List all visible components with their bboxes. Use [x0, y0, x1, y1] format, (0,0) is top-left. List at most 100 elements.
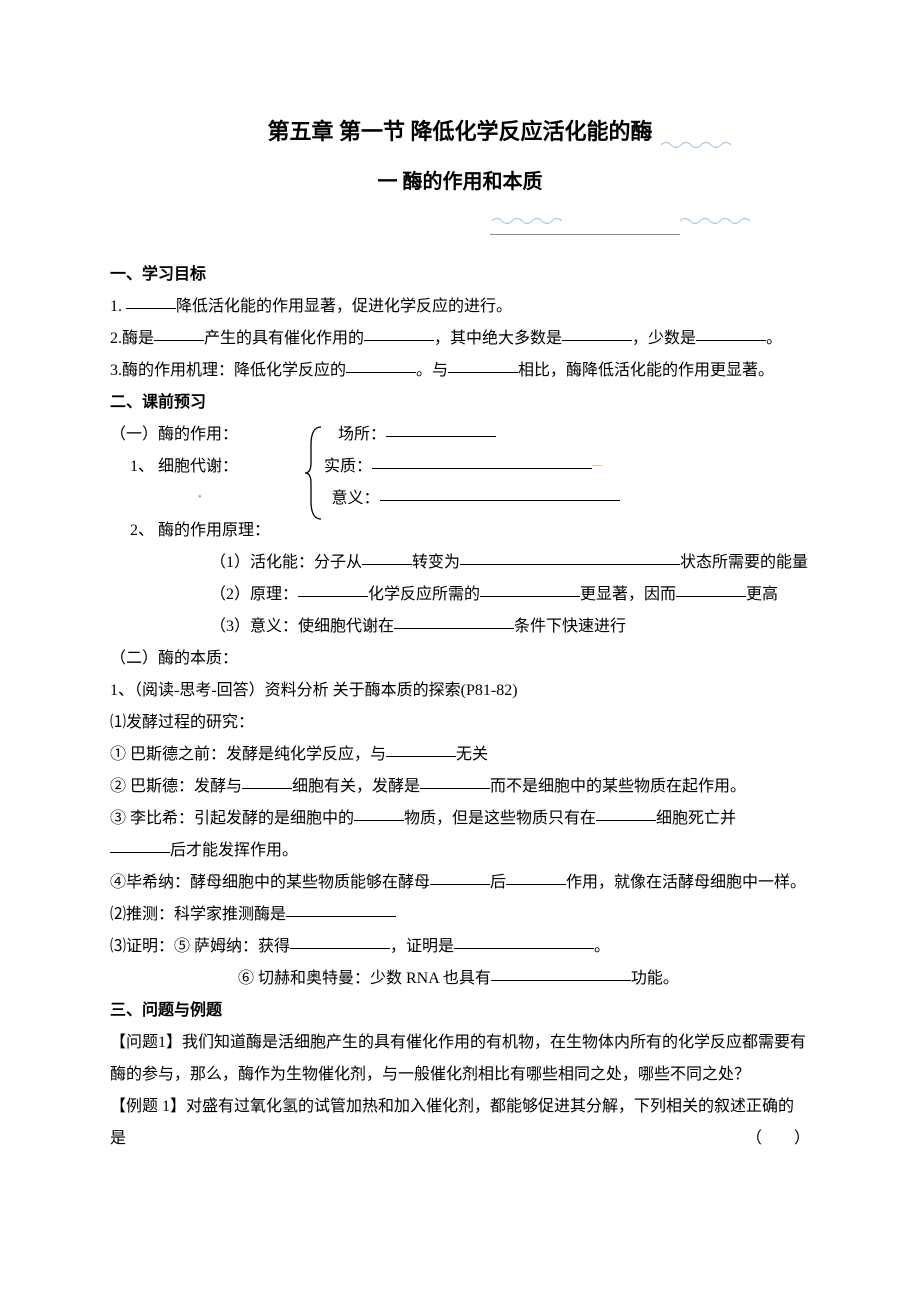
blank — [110, 834, 170, 853]
circle-1: ① 巴斯德之前：发酵是纯化学反应，与 无关 — [110, 739, 810, 771]
blank — [562, 322, 632, 341]
wave-decoration-2 — [492, 216, 562, 224]
text: ③ 李比希：引起发酵的是细胞中的 — [110, 810, 354, 827]
example-body: 对盛有过氧化氢的试管加热和加入催化剂，都能够促进其分解，下列相关的叙述正确的是 — [110, 1098, 794, 1147]
enzyme-principle-head: 2、 酶的作用原理： — [110, 515, 810, 547]
heading-preview: 二、课前预习 — [110, 387, 810, 419]
blank — [676, 578, 746, 597]
question-1: 【问题1】我们知道酶是活细胞产生的具有催化作用的有机物，在生物体内所有的化学反应… — [110, 1027, 810, 1091]
blank — [454, 930, 594, 949]
text: 3.酶的作用机理：降低化学反应的 — [110, 362, 346, 379]
chapter-title-text: 第五章 第一节 降低化学反应活化能的酶 — [267, 119, 652, 144]
text: ④毕希纳：酵母细胞中的某些物质能够在酵母 — [110, 874, 430, 891]
principle-2: （2）原理： 化学反应所需的 更显著，因而 更高 — [110, 579, 810, 611]
enzyme-nature-head: （二）酶的本质： — [110, 643, 810, 675]
brace-line-3: • 意义： — [110, 483, 810, 515]
text: ，证明是 — [390, 938, 454, 955]
blank — [386, 418, 496, 437]
blank — [372, 450, 592, 469]
blank — [126, 290, 176, 309]
answer-paren: （ ） — [746, 1123, 810, 1155]
wave-decoration — [661, 120, 731, 164]
blank — [346, 354, 416, 373]
text: ⑥ 切赫和奥特曼：少数 RNA 也具有 — [238, 970, 491, 987]
proof-line-6: ⑥ 切赫和奥特曼：少数 RNA 也具有 功能。 — [110, 963, 810, 995]
indent — [110, 426, 338, 443]
principle-1: （1）活化能：分子从 转变为 状态所需要的能量 — [110, 547, 810, 579]
blank — [420, 770, 490, 789]
text: 。与 — [416, 362, 448, 379]
text: ① 巴斯德之前：发酵是纯化学反应，与 — [110, 746, 386, 763]
question-tag: 【问题1】 — [110, 1034, 182, 1051]
text: 产生的具有催化作用的 — [204, 330, 364, 347]
text: 条件下快速进行 — [514, 618, 626, 635]
text: ⑤ 萨姆纳：获得 — [174, 938, 290, 955]
blank — [380, 482, 620, 501]
blank — [386, 738, 456, 757]
text: ，其中绝大多数是 — [434, 330, 562, 347]
worksheet-page: 第五章 第一节 降低化学反应活化能的酶 一 酶的作用和本质 一、学习目标 1. … — [0, 0, 920, 1215]
text: （3）意义：使细胞代谢在 — [210, 618, 394, 635]
text: 作用，就像在活酵母细胞中一样。 — [566, 874, 806, 891]
blank — [298, 578, 368, 597]
blank — [506, 866, 566, 885]
blank — [394, 610, 514, 629]
text: 意义： — [332, 490, 380, 507]
text: 后才能发挥作用。 — [170, 842, 298, 859]
blank — [354, 802, 404, 821]
text: 更高 — [746, 586, 778, 603]
brace-group: （一）酶的作用： 场所： 1、 细胞代谢： 实质：— • 意义： — [110, 419, 810, 515]
goal-1: 1. 降低活化能的作用显著，促进化学反应的进行。 — [110, 291, 810, 323]
text: 。 — [594, 938, 610, 955]
text: ⑶证明： — [110, 938, 174, 955]
text: 细胞有关，发酵是 — [292, 778, 420, 795]
text: 转变为 — [412, 554, 460, 571]
proof-line-5: ⑶证明：⑤ 萨姆纳：获得 ，证明是 。 — [110, 931, 810, 963]
text: ⑵推测：科学家推测酶是 — [110, 906, 286, 923]
example-tag: 【例题 1】 — [110, 1098, 186, 1115]
text: 1、 细胞代谢： — [130, 458, 238, 475]
text: 后 — [490, 874, 506, 891]
blank — [596, 802, 656, 821]
orange-dot-icon: • — [198, 492, 202, 503]
text: （1）活化能：分子从 — [210, 554, 362, 571]
text: 化学反应所需的 — [368, 586, 480, 603]
fermentation-head: ⑴发酵过程的研究： — [110, 707, 810, 739]
orange-dot-icon: — — [592, 460, 602, 471]
text: 无关 — [456, 746, 488, 763]
text: 。 — [766, 330, 782, 347]
brace-line-1: 场所： — [110, 419, 810, 451]
blank — [362, 546, 412, 565]
wave-row — [110, 204, 810, 222]
text: 状态所需要的能量 — [680, 554, 808, 571]
text: 而不是细胞中的某些物质在起作用。 — [490, 778, 746, 795]
section-subtitle-text: 一 酶的作用和本质 — [378, 171, 543, 193]
text: 相比，酶降低活化能的作用更显著。 — [518, 362, 774, 379]
chapter-title: 第五章 第一节 降低化学反应活化能的酶 — [110, 110, 810, 154]
text: （2）原理： — [210, 586, 298, 603]
section-subtitle: 一 酶的作用和本质 — [110, 162, 810, 202]
blank — [460, 546, 680, 565]
wave-decoration-3 — [680, 216, 750, 224]
goal-3: 3.酶的作用机理：降低化学反应的 。与 相比，酶降低活化能的作用更显著。 — [110, 355, 810, 387]
inference: ⑵推测：科学家推测酶是 — [110, 899, 810, 931]
principle-3: （3）意义：使细胞代谢在 条件下快速进行 — [110, 611, 810, 643]
question-body: 我们知道酶是活细胞产生的具有催化作用的有机物，在生物体内所有的化学反应都需要有酶… — [110, 1034, 806, 1083]
text: 场所： — [338, 426, 386, 443]
blank — [364, 322, 434, 341]
blank — [448, 354, 518, 373]
heading-learning-goals: 一、学习目标 — [110, 259, 810, 291]
text: 更显著，因而 — [580, 586, 676, 603]
text: ② 巴斯德：发酵与 — [110, 778, 242, 795]
blank — [290, 930, 390, 949]
blank — [480, 578, 580, 597]
text: 物质，但是这些物质只有在 — [404, 810, 596, 827]
curly-brace-icon — [305, 425, 327, 521]
blank — [696, 322, 766, 341]
text: 1. — [110, 298, 126, 315]
divider-line — [490, 234, 680, 235]
text: 功能。 — [631, 970, 679, 987]
blank — [491, 962, 631, 981]
blank — [286, 898, 396, 917]
heading-questions: 三、问题与例题 — [110, 995, 810, 1027]
